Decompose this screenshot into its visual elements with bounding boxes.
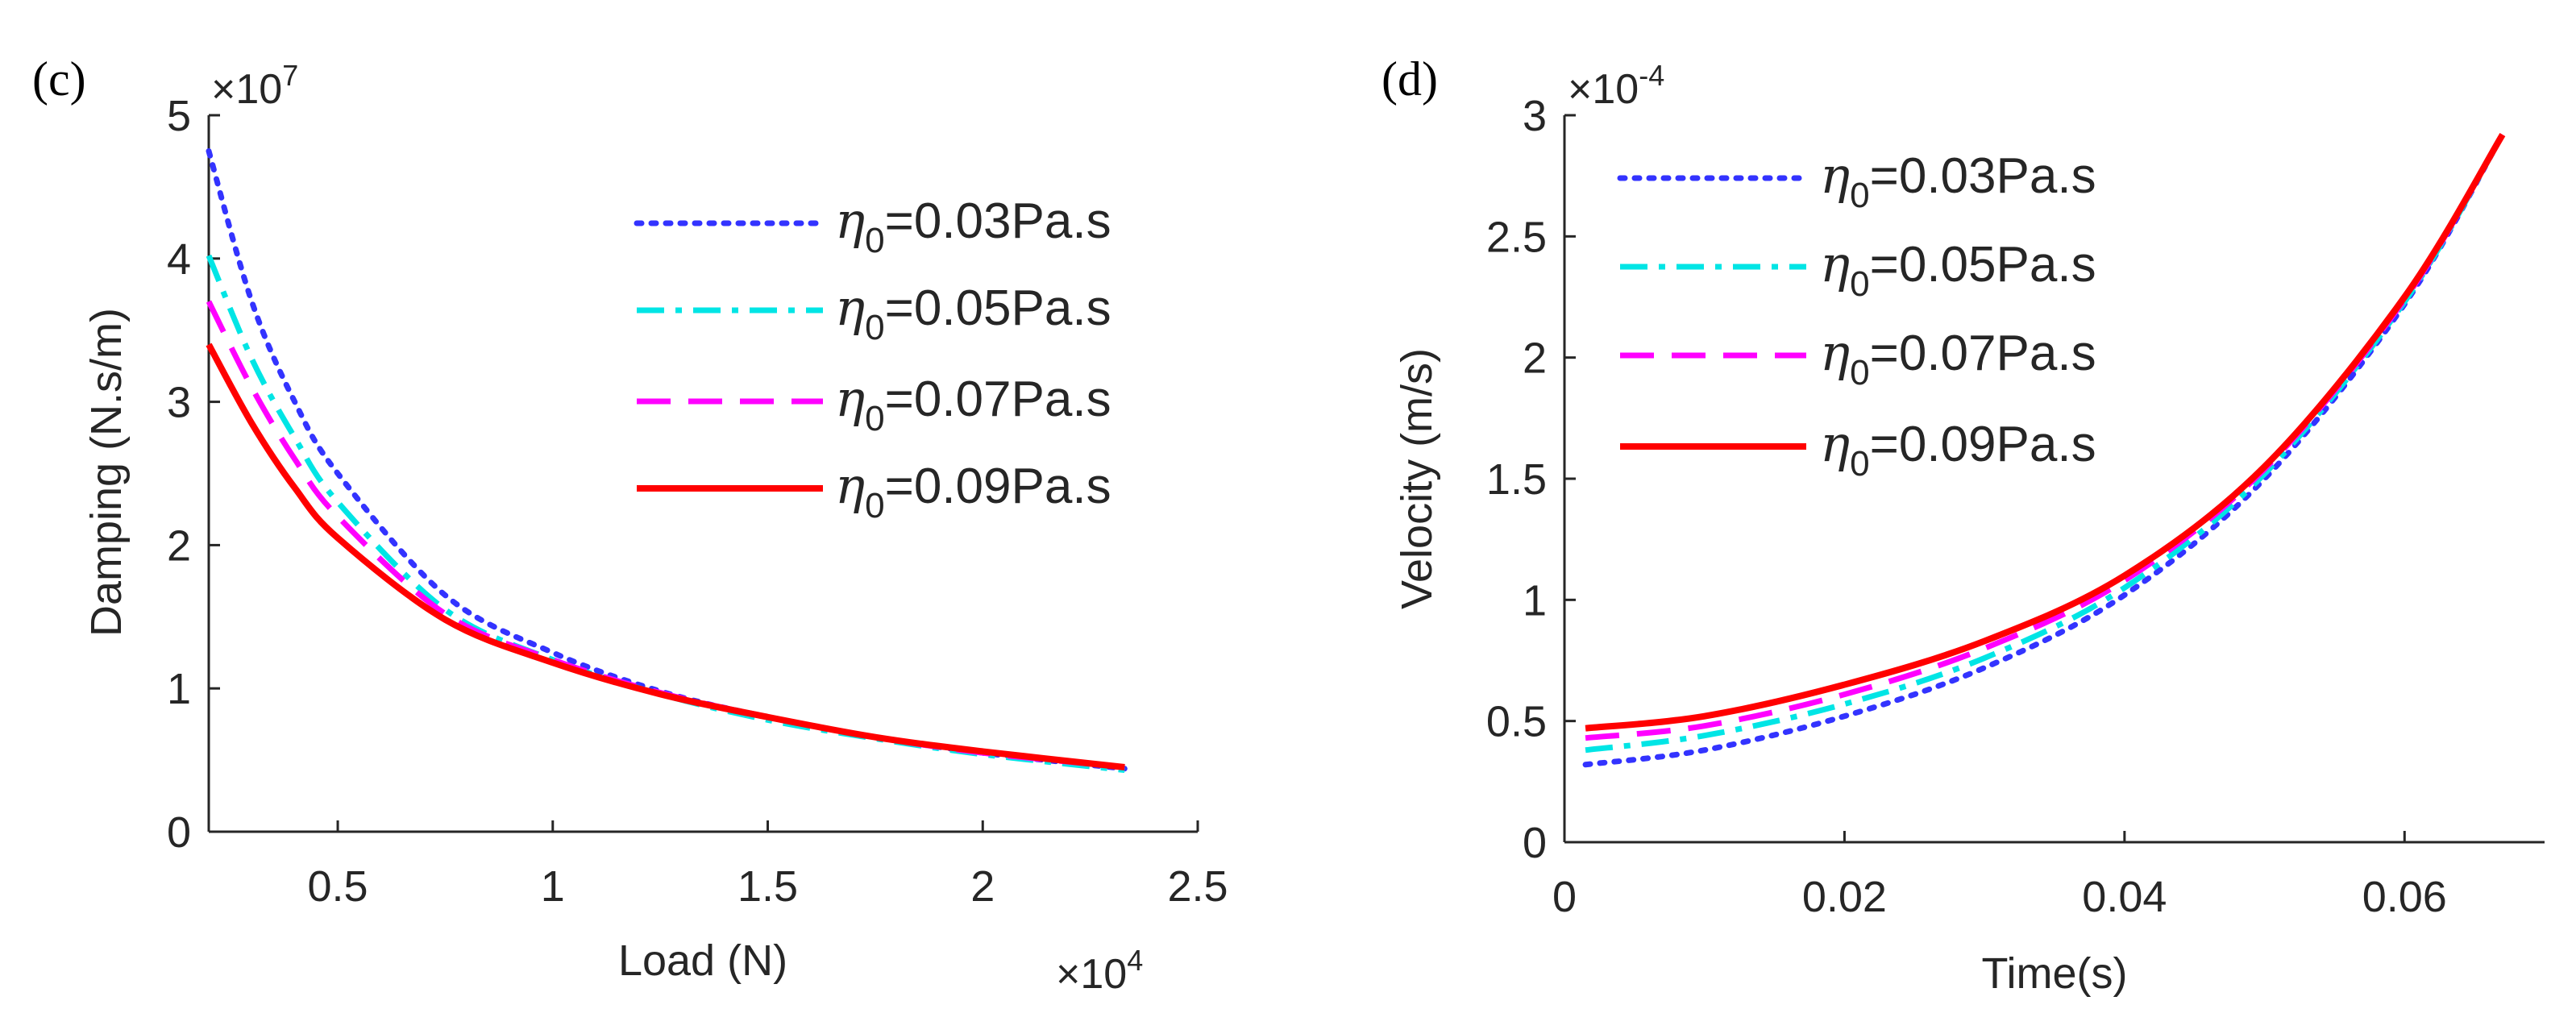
legend-symbol: η bbox=[835, 456, 865, 515]
legend: η0=0.03Pa.sη0=0.05Pa.sη0=0.07Pa.sη0=0.09… bbox=[634, 191, 1111, 525]
y-tick-label: 0 bbox=[167, 808, 191, 857]
legend-symbol: η bbox=[1820, 323, 1850, 382]
legend-value: =0.09Pa.s bbox=[1870, 417, 2096, 472]
y-tick-label: 4 bbox=[167, 235, 191, 284]
legend-subscript: 0 bbox=[1850, 264, 1869, 304]
x-tick-label: 1.5 bbox=[737, 862, 798, 911]
legend-label: η0=0.09Pa.s bbox=[1820, 414, 2096, 484]
legend-subscript: 0 bbox=[1850, 176, 1869, 215]
panel-label: (d) bbox=[1381, 52, 1438, 106]
y-axis-label: Velocity (m/s) bbox=[1393, 348, 1441, 609]
y-tick-label: 1 bbox=[1523, 576, 1547, 625]
legend-value: =0.05Pa.s bbox=[885, 280, 1111, 336]
x-tick-label: 0.5 bbox=[308, 862, 368, 911]
x-tick-label: 2 bbox=[970, 862, 995, 911]
legend-value: =0.03Pa.s bbox=[885, 193, 1111, 249]
x-tick-label: 0.04 bbox=[2082, 873, 2167, 921]
x-tick-label: 1 bbox=[541, 862, 565, 911]
x-axis-label: Load (N) bbox=[618, 936, 787, 985]
y-exponent: -4 bbox=[1639, 59, 1664, 92]
y-exponent-label: ×10-4 bbox=[1568, 59, 1664, 113]
series-line bbox=[206, 343, 1125, 770]
legend-symbol: η bbox=[835, 278, 865, 337]
legend-subscript: 0 bbox=[865, 221, 884, 260]
x-exponent-label: ×104 bbox=[1056, 944, 1143, 998]
y-tick-label: 3 bbox=[1523, 92, 1547, 140]
x-tick-label: 0.02 bbox=[1802, 873, 1887, 921]
x-tick-label: 2.5 bbox=[1167, 862, 1228, 911]
y-tick-label: 2 bbox=[1523, 334, 1547, 383]
x-exponent: 4 bbox=[1127, 944, 1143, 977]
legend-value: =0.03Pa.s bbox=[1870, 148, 2096, 204]
chart-c: 0 1 2 3 4 5 0.5 1 1.5 2 2.5 (c) ×107 ×104 Damping (N.s… bbox=[32, 52, 1228, 998]
legend-subscript: 0 bbox=[1850, 444, 1869, 484]
chart-d: 0 0.5 1 1.5 2 2.5 3 0 0.02 0.04 0.06 (d) ×10-4 Veloci… bbox=[1381, 52, 2545, 998]
legend-value: =0.05Pa.s bbox=[1870, 237, 2096, 293]
legend-label: η0=0.07Pa.s bbox=[1820, 323, 2096, 392]
legend-label: η0=0.09Pa.s bbox=[835, 456, 1111, 525]
legend-subscript: 0 bbox=[865, 486, 884, 525]
y-tick-label: 3 bbox=[167, 379, 191, 427]
y-exponent-label: ×107 bbox=[211, 59, 298, 113]
legend-label: η0=0.03Pa.s bbox=[835, 191, 1111, 260]
y-axis-label: Damping (N.s/m) bbox=[82, 308, 131, 637]
legend-subscript: 0 bbox=[865, 308, 884, 347]
panel-label: (c) bbox=[32, 52, 86, 106]
x-axis-label: Time(s) bbox=[1982, 949, 2128, 998]
legend: η0=0.03Pa.sη0=0.05Pa.sη0=0.07Pa.sη0=0.09… bbox=[1617, 146, 2096, 484]
x-tick-label: 0.06 bbox=[2362, 873, 2447, 921]
y-tick-label: 2 bbox=[167, 521, 191, 570]
legend-symbol: η bbox=[835, 191, 865, 250]
y-tick-label: 0.5 bbox=[1486, 698, 1547, 746]
legend-value: =0.07Pa.s bbox=[885, 372, 1111, 427]
legend-symbol: η bbox=[835, 369, 865, 428]
y-exponent: 7 bbox=[282, 59, 298, 92]
legend-label: η0=0.05Pa.s bbox=[835, 278, 1111, 347]
legend-label: η0=0.03Pa.s bbox=[1820, 146, 2096, 215]
series-line bbox=[1585, 132, 2506, 732]
legend-symbol: η bbox=[1820, 414, 1850, 473]
legend-symbol: η bbox=[1820, 146, 1850, 205]
legend-symbol: η bbox=[1820, 235, 1850, 293]
y-tick-label: 1 bbox=[167, 665, 191, 713]
series-line bbox=[1582, 131, 2506, 768]
legend-subscript: 0 bbox=[865, 399, 884, 438]
x-tick-label: 0 bbox=[1552, 873, 1577, 921]
legend-value: =0.09Pa.s bbox=[885, 459, 1111, 514]
legend-label: η0=0.07Pa.s bbox=[835, 369, 1111, 438]
y-tick-label: 2.5 bbox=[1486, 213, 1547, 261]
legend-value: =0.07Pa.s bbox=[1870, 326, 2096, 381]
y-tick-label: 5 bbox=[167, 92, 191, 140]
legend-label: η0=0.05Pa.s bbox=[1820, 235, 2096, 304]
y-tick-label: 0 bbox=[1523, 819, 1547, 867]
y-tick-label: 1.5 bbox=[1486, 455, 1547, 504]
legend-subscript: 0 bbox=[1850, 353, 1869, 392]
